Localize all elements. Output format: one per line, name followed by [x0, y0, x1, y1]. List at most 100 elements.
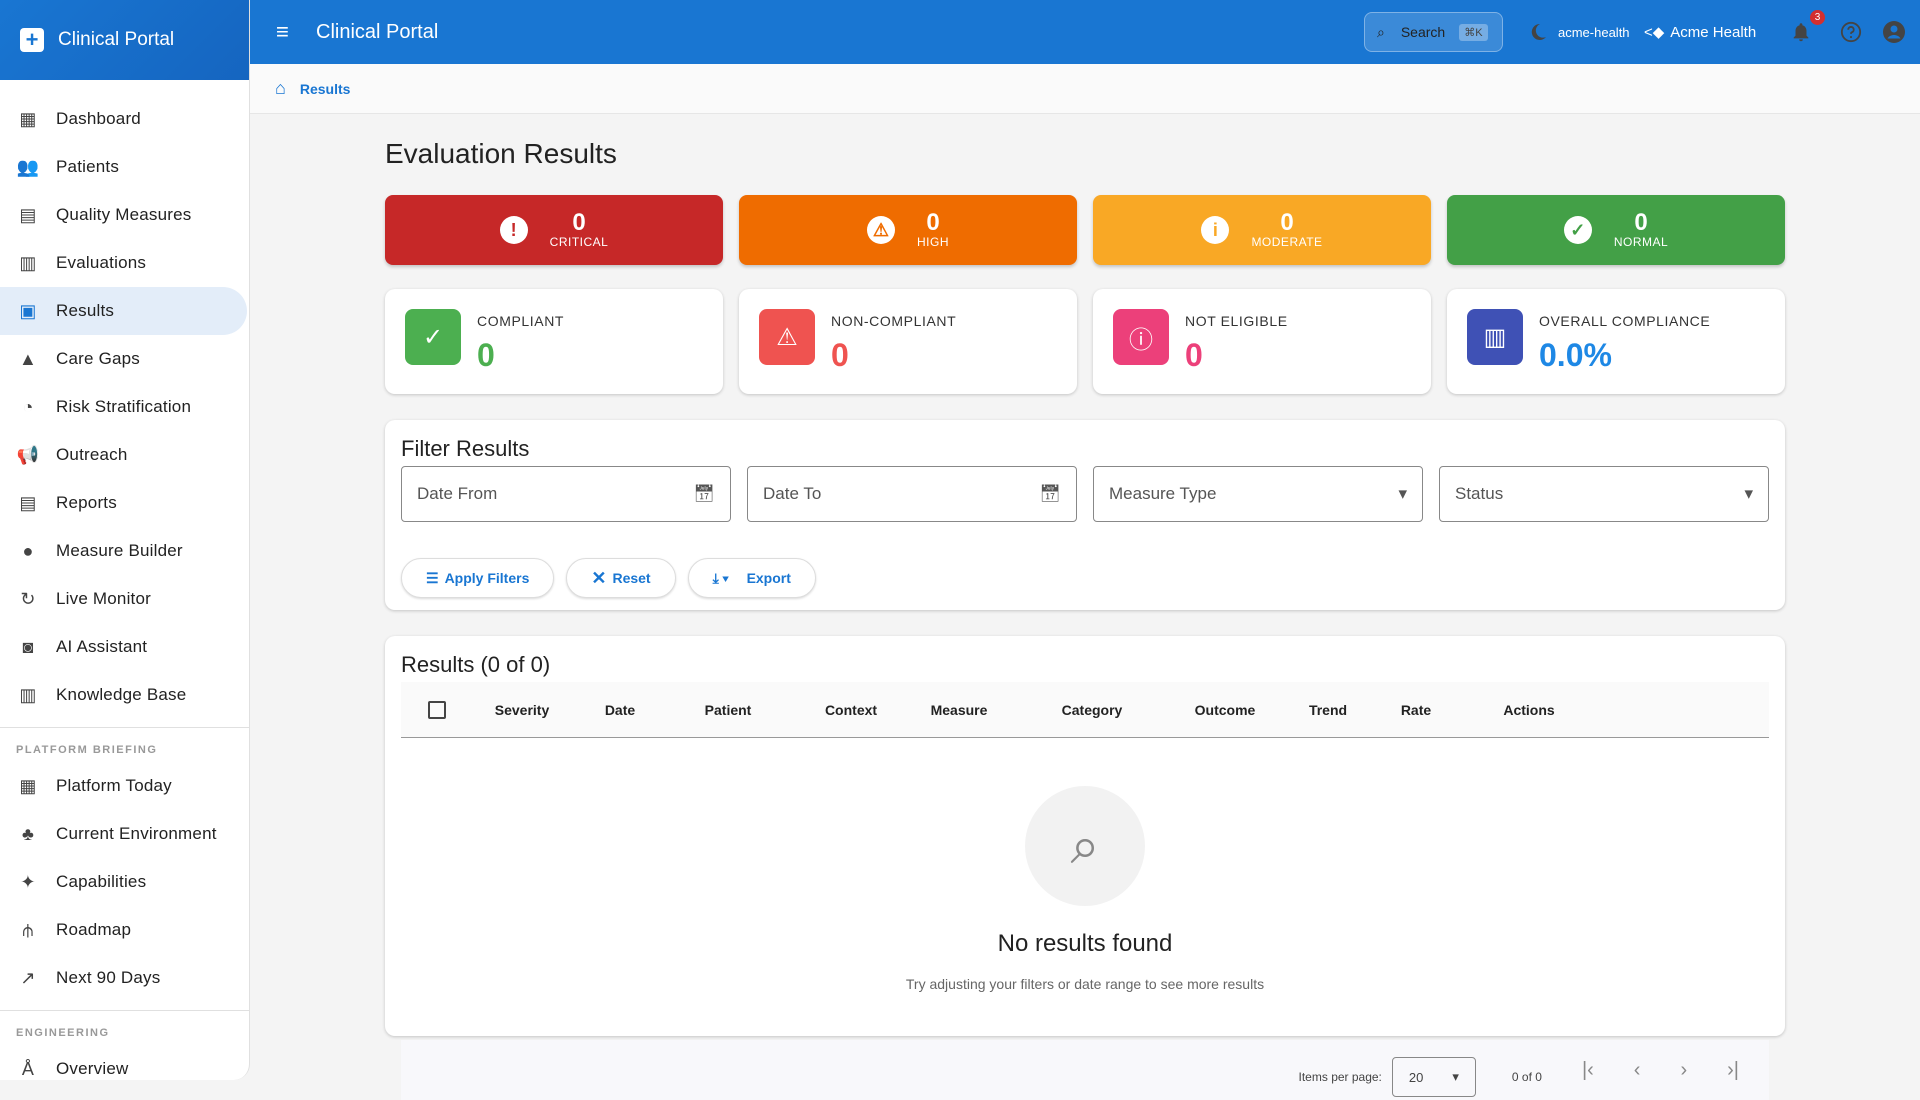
search-button[interactable]: ⌕ Search ⌘K	[1364, 12, 1503, 52]
status-select[interactable]: Status ▾	[1439, 466, 1769, 522]
sidebar-item-measure-builder[interactable]: ● Measure Builder	[0, 527, 249, 575]
stat-label: NOT ELIGIBLE	[1185, 313, 1288, 329]
results-card: Results (0 of 0) Severity Date Patient Cont…	[385, 636, 1785, 1100]
sidebar-item-label: Care Gaps	[56, 349, 141, 368]
sidebar-item-label: Roadmap	[56, 920, 132, 939]
sidebar-item-label: Next 90 Days	[56, 968, 161, 987]
sidebar-item-next-90-days[interactable]: ↗ Next 90 Days	[0, 954, 249, 1002]
architecture-icon: Å	[21, 1058, 35, 1079]
date-from-label: Date From	[417, 484, 498, 503]
severity-card-high[interactable]: ⚠ 0 HIGH	[739, 195, 1077, 265]
breadcrumb-current[interactable]: Results	[299, 80, 351, 97]
column-header-rate[interactable]: Rate	[1400, 701, 1432, 718]
previous-page-icon[interactable]: ‹	[1633, 1058, 1641, 1081]
notifications-button[interactable]: 3	[1790, 0, 1834, 64]
bar-chart-icon: ▥	[19, 252, 37, 273]
sidebar-item-outreach[interactable]: 📢 Outreach	[0, 431, 249, 479]
first-page-icon[interactable]: |‹	[1581, 1058, 1594, 1081]
sidebar-item-roadmap[interactable]: ⫛ Roadmap	[0, 906, 249, 954]
column-header-patient[interactable]: Patient	[704, 701, 752, 718]
next-page-icon[interactable]: ›	[1680, 1058, 1688, 1081]
apply-filters-button[interactable]: ☰ Apply Filters	[401, 558, 555, 598]
page-range: 0 of 0	[1511, 1070, 1542, 1084]
date-from-input[interactable]: Date From 📅︎	[401, 466, 731, 522]
sidebar-item-risk-stratification[interactable]: ◔ Risk Stratification	[0, 383, 249, 431]
dashboard-customize-icon: ▦	[19, 775, 37, 796]
sidebar-item-label: Live Monitor	[56, 589, 151, 608]
page-size-select[interactable]: 20 ▾	[1391, 1057, 1476, 1097]
sidebar-item-label: Overview	[56, 1059, 129, 1078]
sidebar-item-reports[interactable]: ▤ Reports	[0, 479, 249, 527]
empty-title: No results found	[997, 930, 1173, 957]
sidebar-item-ai-assistant[interactable]: ◙ AI Assistant	[0, 623, 249, 671]
sidebar-item-label: Platform Today	[56, 776, 172, 795]
severity-card-normal[interactable]: ✓ 0 NORMAL	[1447, 195, 1785, 265]
status-label: Status	[1455, 484, 1504, 503]
column-header-context[interactable]: Context	[824, 701, 878, 718]
stat-icon: ✓	[405, 309, 461, 365]
sidebar-item-patients[interactable]: 👥 Patients	[0, 143, 249, 191]
bell-icon	[1793, 23, 1809, 42]
trending-up-icon: ↗	[20, 967, 36, 988]
reset-button[interactable]: ✕ Reset	[566, 558, 676, 598]
dropdown-arrow-icon: ▾	[1398, 484, 1407, 503]
dark-mode-icon	[1531, 23, 1546, 40]
org-switcher[interactable]: <◆ Acme Health	[1644, 0, 1756, 64]
items-per-page-label: Items per page:	[1298, 1070, 1382, 1084]
section-engineering: ENGINEERING	[0, 1010, 249, 1045]
menu-book-icon: ▥	[19, 684, 37, 705]
help-icon	[1840, 21, 1862, 43]
sidebar-item-evaluations[interactable]: ▥ Evaluations	[0, 239, 249, 287]
select-all-checkbox[interactable]	[428, 700, 446, 719]
insert-chart-icon: ▣	[19, 300, 37, 321]
calendar-icon[interactable]: 📅︎	[1039, 484, 1061, 503]
filter-title: Filter Results	[401, 436, 530, 461]
sidebar-item-care-gaps[interactable]: ▲ Care Gaps	[0, 335, 249, 383]
severity-card-critical[interactable]: ! 0 CRITICAL	[385, 195, 723, 265]
severity-label: NORMAL	[1613, 235, 1669, 249]
page-size-value: 20	[1408, 1069, 1424, 1085]
menu-icon[interactable]: ≡	[276, 19, 289, 44]
column-header-trend[interactable]: Trend	[1308, 701, 1348, 718]
notification-badge: 3	[1810, 10, 1825, 25]
sidebar-item-overview[interactable]: Å Overview	[0, 1045, 249, 1080]
top-bar: ≡ Clinical Portal ⌕ Search ⌘K acme-health …	[250, 0, 1920, 64]
sidebar-item-quality-measures[interactable]: ▤ Quality Measures	[0, 191, 249, 239]
app-title: Clinical Portal	[316, 20, 439, 43]
route-icon: ⫛	[22, 919, 34, 940]
sidebar-item-current-environment[interactable]: ♣ Current Environment	[0, 810, 249, 858]
home-icon[interactable]: ⌂	[275, 78, 286, 98]
column-header-date[interactable]: Date	[604, 701, 636, 718]
brand[interactable]: + Clinical Portal	[0, 0, 249, 80]
sidebar-item-dashboard[interactable]: ▦ Dashboard	[0, 95, 249, 143]
column-header-actions[interactable]: Actions	[1503, 701, 1555, 718]
severity-card-moderate[interactable]: i 0 MODERATE	[1093, 195, 1431, 265]
download-icon: ⤓ ▾	[712, 569, 729, 586]
dashboard-icon: ▦	[19, 108, 37, 129]
speed-icon: ◔	[22, 396, 34, 417]
theme-toggle[interactable]: acme-health	[1528, 0, 1630, 64]
sidebar-item-live-monitor[interactable]: ↻ Live Monitor	[0, 575, 249, 623]
sidebar-item-label: Patients	[56, 157, 120, 176]
export-button[interactable]: ⤓ ▾ Export	[687, 558, 816, 598]
stat-icon: ⚠	[759, 309, 815, 365]
sidebar-item-results[interactable]: ▣ Results	[0, 287, 247, 335]
severity-count: 0	[1634, 209, 1648, 236]
column-header-outcome[interactable]: Outcome	[1194, 701, 1256, 718]
sidebar-item-capabilities[interactable]: ✦ Capabilities	[0, 858, 249, 906]
sidebar-item-platform-today[interactable]: ▦ Platform Today	[0, 762, 249, 810]
empty-text: Try adjusting your filters or date range…	[905, 976, 1265, 992]
last-page-icon[interactable]: ›|	[1727, 1058, 1739, 1081]
date-to-input[interactable]: Date To 📅︎	[747, 466, 1077, 522]
column-header-severity[interactable]: Severity	[494, 701, 550, 718]
stat-label: OVERALL COMPLIANCE	[1539, 313, 1711, 329]
calendar-icon[interactable]: 📅︎	[693, 484, 715, 503]
column-header-measure[interactable]: Measure	[930, 701, 988, 718]
export-label: Export	[746, 570, 791, 586]
measure-type-select[interactable]: Measure Type ▾	[1093, 466, 1423, 522]
column-header-category[interactable]: Category	[1061, 701, 1123, 718]
sidebar-item-label: Current Environment	[56, 824, 217, 843]
sidebar-item-knowledge-base[interactable]: ▥ Knowledge Base	[0, 671, 249, 719]
account-button[interactable]	[1882, 0, 1906, 64]
help-button[interactable]	[1840, 0, 1862, 64]
